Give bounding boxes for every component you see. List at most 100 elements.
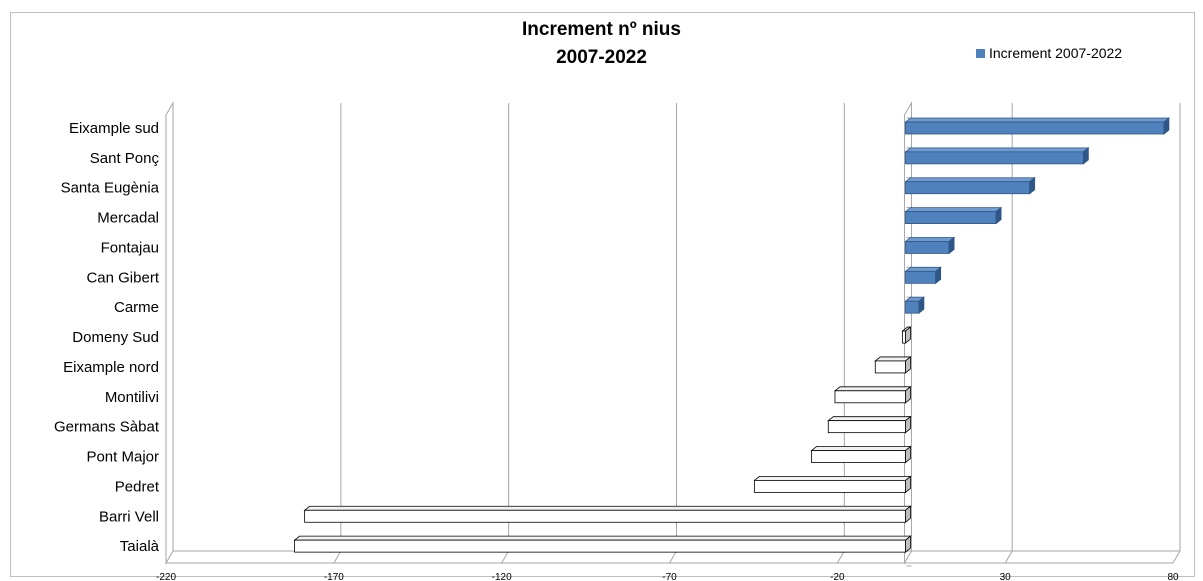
- zero-axis-plane: [903, 101, 912, 565]
- gridline-floor: [669, 550, 677, 564]
- bar-top-face: [904, 117, 1171, 123]
- chart-frame: [10, 12, 1195, 577]
- category-label-fontajau: Fontajau: [101, 239, 159, 256]
- bar-side-face: [905, 356, 911, 374]
- bar-front-face: [827, 420, 906, 434]
- bar-side-face: [1163, 117, 1170, 135]
- bar-montilivi: [833, 385, 912, 404]
- bar-side-face: [905, 326, 911, 344]
- gridline-floor: [1172, 550, 1181, 564]
- category-label-mercadal: Mercadal: [97, 210, 159, 227]
- bar-side-face: [905, 475, 911, 494]
- bar-side-face: [935, 266, 942, 285]
- bar-domeny-sud: [901, 326, 912, 344]
- gridlines: [333, 103, 1181, 564]
- bar-eixample-nord: [874, 356, 912, 374]
- bar-top-face: [303, 505, 912, 511]
- bar-pedret: [753, 475, 912, 494]
- bar-side-face: [905, 535, 911, 553]
- chart-title: Increment nº nius 2007-2022: [0, 16, 1203, 72]
- category-label-pont-major: Pont Major: [86, 449, 159, 466]
- bar-front-face: [294, 539, 906, 553]
- gridline-floor: [836, 550, 845, 564]
- bar-side-face: [905, 505, 911, 524]
- category-label-carme: Carme: [114, 299, 159, 316]
- bar-top-face: [753, 476, 912, 481]
- bar-front-face: [905, 241, 950, 254]
- bar-top-face: [904, 207, 1003, 212]
- bar-germans-sabat: [827, 415, 912, 434]
- bar-side-face: [1082, 147, 1089, 165]
- bar-side-face: [905, 445, 911, 464]
- left-wall: [165, 101, 174, 565]
- bar-top-face: [833, 386, 912, 392]
- bar-front-face: [905, 121, 1165, 135]
- category-label-santa-eugenia: Santa Eugènia: [61, 180, 160, 197]
- bar-fontajau: [904, 236, 956, 255]
- x-tick-label: -220: [156, 572, 176, 581]
- bar-mercadal: [904, 206, 1003, 225]
- category-label-montilivi: Montilivi: [105, 389, 159, 406]
- bar-front-face: [811, 450, 906, 463]
- legend-swatch: [976, 48, 985, 58]
- bar-side-face: [948, 236, 955, 255]
- category-labels: Eixample sud Sant Ponç Santa Eugènia Mercad…: [54, 120, 160, 555]
- bar-side-face: [905, 415, 911, 434]
- category-label-can-gibert: Can Gibert: [86, 269, 159, 286]
- bar-carme: [904, 296, 926, 315]
- bar-side-face: [995, 206, 1002, 225]
- bar-top-face: [874, 356, 912, 362]
- category-label-domeny-sud: Domeny Sud: [72, 329, 159, 346]
- bar-can-gibert: [904, 266, 942, 285]
- bar-sant-ponc: [904, 147, 1090, 165]
- bar-pont-major: [810, 445, 912, 464]
- bar-santa-eugenia: [904, 176, 1036, 195]
- bar-front-face: [874, 360, 906, 374]
- bar-side-face: [905, 385, 911, 404]
- bar-front-face: [905, 300, 920, 314]
- bar-front-face: [754, 479, 906, 493]
- x-tick-label: 30: [1000, 572, 1012, 581]
- x-tick-label: -70: [662, 572, 677, 581]
- bar-front-face: [902, 330, 906, 344]
- bar-barri-vell: [303, 505, 912, 524]
- chart-title-line-1: Increment nº nius: [522, 19, 681, 40]
- x-tick-label: -20: [830, 572, 845, 581]
- x-tick-label: -120: [492, 572, 512, 581]
- bar-front-face: [905, 270, 937, 284]
- bar-top-face: [904, 147, 1090, 153]
- bar-top-face: [293, 535, 912, 541]
- gridline-floor: [333, 550, 342, 564]
- category-label-sant-ponc: Sant Ponç: [90, 150, 160, 167]
- category-label-eixample-nord: Eixample nord: [63, 359, 159, 376]
- legend-label: Increment 2007-2022: [989, 45, 1123, 61]
- bar-top-face: [904, 177, 1036, 183]
- bar-top-face: [810, 446, 912, 451]
- plot-walls: [165, 101, 1180, 565]
- gridline-floor: [501, 550, 510, 564]
- category-label-pedret: Pedret: [115, 478, 160, 495]
- bar-taiala: [293, 535, 912, 553]
- category-label-eixample-sud: Eixample sud: [69, 120, 159, 137]
- x-tick-label: 80: [1167, 572, 1179, 581]
- bars: [293, 117, 1171, 553]
- bar-top-face: [827, 416, 912, 422]
- bar-top-face: [904, 266, 942, 272]
- legend: Increment 2007-2022: [976, 42, 1122, 64]
- bar-side-face: [1029, 176, 1036, 195]
- bar-front-face: [905, 211, 997, 225]
- bar-front-face: [905, 151, 1084, 165]
- category-label-germans-sabat: Germans Sàbat: [54, 419, 160, 436]
- bar-top-face: [904, 237, 956, 242]
- bar-eixample-sud: [904, 117, 1171, 135]
- x-tick-labels: -220 -170 -120 -70 -20 30 80: [156, 572, 1179, 581]
- chart-title-line-2: 2007-2022: [556, 47, 647, 68]
- category-label-barri-vell: Barri Vell: [99, 508, 159, 525]
- x-tick-label: -170: [324, 572, 344, 581]
- bar-front-face: [304, 509, 906, 523]
- category-label-taiala: Taialà: [120, 538, 160, 555]
- bar-front-face: [834, 390, 906, 404]
- bar-front-face: [905, 181, 1031, 195]
- gridline-floor: [1004, 550, 1013, 564]
